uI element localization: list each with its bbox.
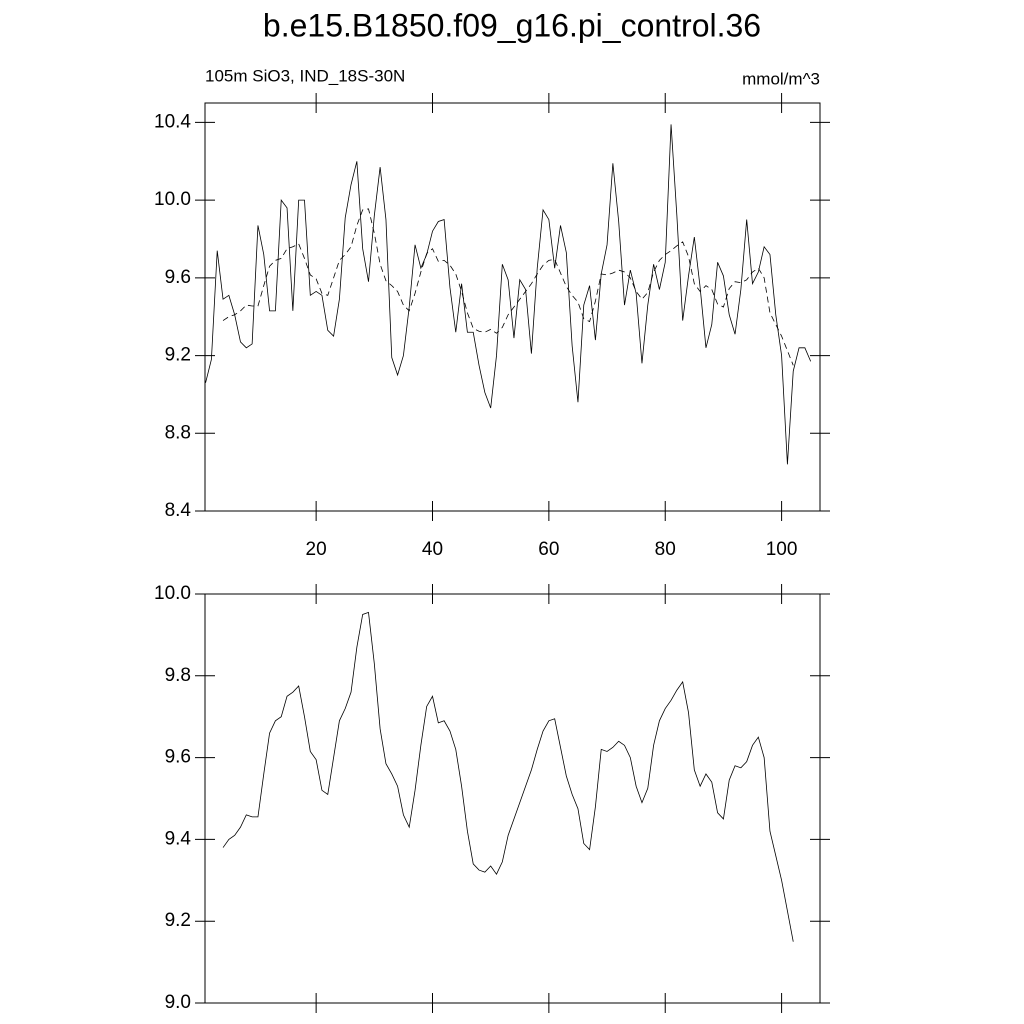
x-tick-label: 100 [766,539,798,560]
y-tick-label: 10.4 [154,111,191,132]
subtitle: 105m SiO3, IND_18S-30N [205,66,405,85]
plot-frame [204,593,821,1004]
data-line [205,124,812,465]
y-tick-label: 9.4 [165,828,192,849]
data-line [222,611,794,942]
y-tick-label: 8.4 [165,500,192,521]
y-tick-label: 8.8 [165,422,191,443]
plot-frame [204,102,821,512]
y-tick-label: 9.2 [165,910,191,931]
y-tick-label: 9.6 [165,267,191,288]
y-tick-label: 9.2 [165,345,191,366]
x-tick-label: 20 [306,539,327,560]
x-tick-label: 40 [422,539,443,560]
unit-label: mmol/m^3 [742,69,820,88]
x-tick-label: 60 [538,539,559,560]
x-tick-label: 80 [655,539,676,560]
y-tick-label: 9.8 [165,665,191,686]
y-tick-label: 9.6 [165,747,191,768]
data-line [222,208,794,366]
y-tick-label: 9.0 [165,992,191,1013]
chart-title: b.e15.B1850.f09_g16.pi_control.36 [263,7,761,43]
y-tick-label: 10.0 [154,583,191,604]
y-tick-label: 10.0 [154,189,191,210]
